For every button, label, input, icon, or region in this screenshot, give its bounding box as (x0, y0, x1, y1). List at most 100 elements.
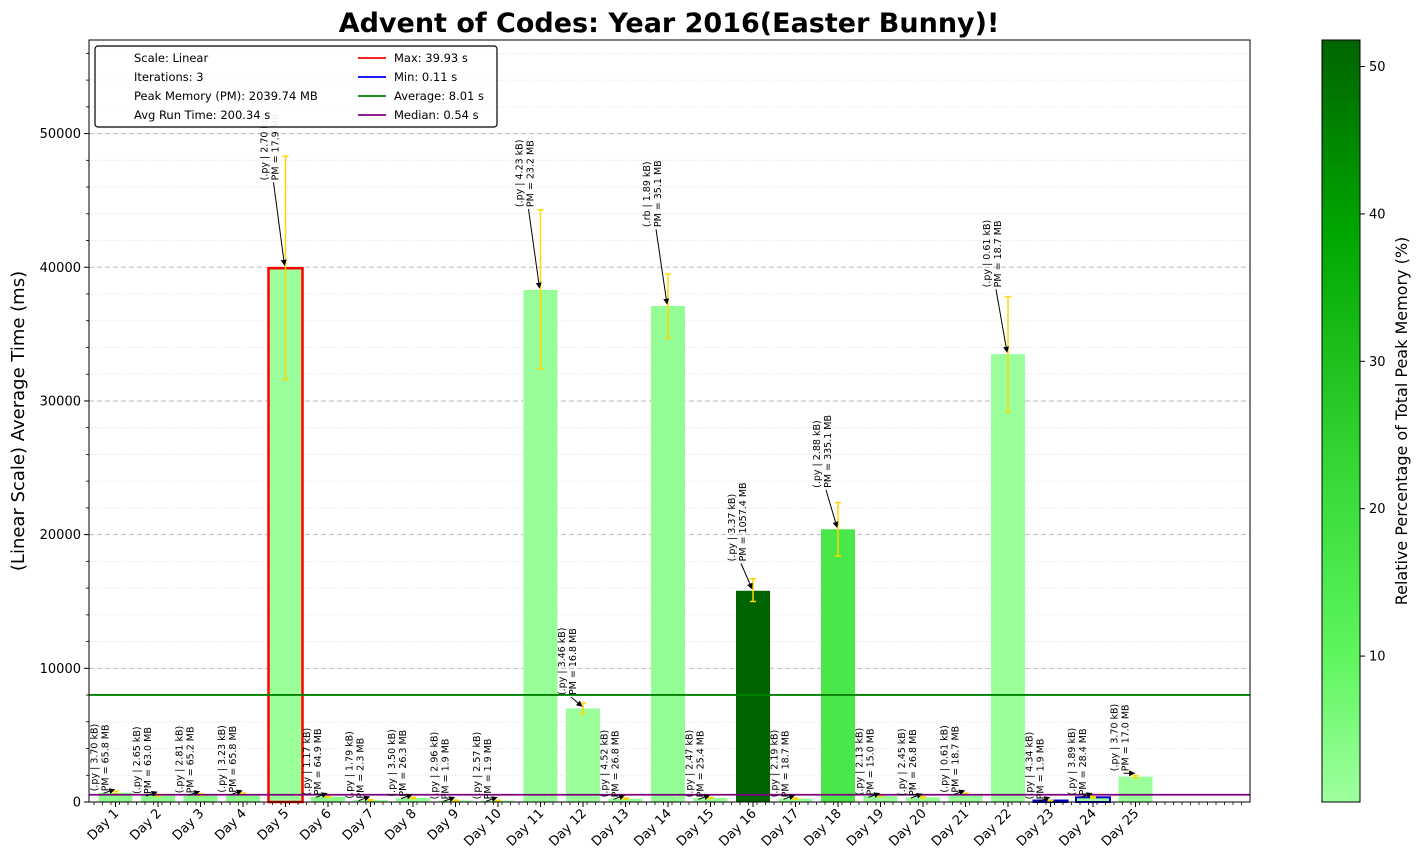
bar-day-25 (1118, 776, 1153, 802)
annotation-text: (.py | 3.70 kB)PM = 65.8 MB (90, 724, 112, 792)
x-tick-label: Day 21 (929, 806, 972, 849)
legend-frame (94, 45, 498, 128)
error-bar (707, 796, 714, 800)
error-bar (622, 797, 629, 800)
error-bar (665, 273, 671, 339)
x-tick-label: Day 13 (589, 806, 632, 849)
legend-info-text: Avg Run Time: 200.34 s (134, 108, 270, 122)
bar-day-13 (608, 798, 643, 802)
bar-annotation: (.py | 2.70 kB)PM = 17.9 MB (260, 113, 287, 266)
bar-day-8 (396, 797, 430, 802)
chart-title: Advent of Codes: Year 2016(Easter Bunny)… (339, 8, 1000, 39)
bar-annotation: (.py | 2.65 kB)PM = 63.0 MB (132, 726, 158, 797)
x-tick-label: Day 14 (631, 806, 674, 849)
annotation-text: (.py | 2.65 kB)PM = 63.0 MB (132, 726, 154, 794)
bar-day-16 (736, 590, 770, 802)
x-tick-label: Day 7 (340, 806, 378, 844)
annotation-text: (.py | 2.45 kB)PM = 26.8 MB (897, 728, 919, 796)
annotation-text: (.py | 2.19 kB)PM = 18.7 MB (770, 730, 792, 798)
bar-day-18 (821, 529, 855, 802)
error-bar (920, 795, 926, 799)
bar-annotation: (.py | 3.50 kB)PM = 26.3 MB (387, 729, 413, 800)
x-tick-label: Day 9 (425, 806, 463, 844)
y-tick-label: 10000 (40, 662, 81, 677)
bar-annotation: (.py | 2.81 kB)PM = 65.2 MB (175, 726, 201, 796)
error-bar (750, 577, 756, 603)
legend-info-text: Scale: Linear (134, 51, 208, 65)
bar-day-11 (523, 289, 558, 802)
bar-annotation: (.py | 3.70 kB)PM = 17.0 MB (1110, 704, 1136, 777)
x-tick-label: Day 22 (971, 806, 1014, 849)
x-tick-label: Day 20 (886, 806, 929, 849)
legend-line-label: Min: 0.11 s (394, 70, 457, 84)
bar-day-21 (948, 793, 983, 802)
bar-annotation: (.py | 2.57 kB)PM = 1.9 MB (472, 732, 498, 802)
colorbar-tick-label: 20 (1369, 502, 1386, 517)
y-tick-label: 20000 (40, 528, 81, 543)
x-tick-label: Day 5 (255, 806, 293, 844)
y-axis-label: (Linear Scale) Average Time (ms) (8, 271, 29, 571)
bar-day-6 (311, 796, 345, 802)
colorbar-tick-label: 30 (1369, 355, 1386, 370)
colorbar-label: Relative Percentage of Total Peak Memory… (1392, 237, 1411, 606)
bar-day-12 (566, 708, 600, 802)
bar-annotation: (.py | 0.61 kB)PM = 18.7 MB (940, 725, 966, 796)
annotation-text: (.py | 3.37 kB)PM = 1057.4 MB (727, 482, 749, 561)
x-tick-label: Day 3 (170, 806, 208, 844)
bar-annotation: (.py | 0.61 kB)PM = 18.7 MB (982, 220, 1010, 353)
y-tick-label: 30000 (40, 394, 81, 409)
annotation-text: (.py | 1.79 kB)PM = 2.3 MB (345, 731, 367, 799)
reference-lines (89, 694, 1250, 796)
annotation-text: (.py | 2.57 kB)PM = 1.9 MB (472, 732, 494, 800)
bar-annotation: (.py | 3.37 kB)PM = 1057.4 MB (727, 482, 753, 590)
plot-frame (88, 39, 1251, 803)
colorbar-gradient (1321, 39, 1361, 803)
bar-annotation: (.py | 1.17 kB)PM = 64.9 MB (302, 728, 328, 798)
error-bar (792, 797, 799, 800)
annotation-text: (.py | 3.89 kB)PM = 28.4 MB (1067, 728, 1089, 796)
bar-annotation: (.py | 2.19 kB)PM = 18.7 MB (770, 730, 796, 800)
bar-day-2 (141, 795, 175, 802)
annotation-text: (.py | 3.70 kB)PM = 17.0 MB (1110, 704, 1132, 772)
legend-line-label: Median: 0.54 s (394, 108, 479, 122)
bar-day-3 (183, 794, 218, 802)
bar-day-15 (693, 797, 728, 802)
bar-annotation: (.py | 2.47 kB)PM = 25.4 MB (685, 730, 711, 800)
x-tick-label: Day 23 (1014, 806, 1057, 849)
x-tick-label: Day 16 (716, 806, 759, 849)
annotation-text: (.rb | 1.89 kB)PM = 35.1 MB (642, 160, 664, 227)
x-tick-label: Day 4 (212, 806, 250, 844)
y-tick-label: 0 (73, 796, 81, 811)
annotation-text: (.py | 0.61 kB)PM = 18.7 MB (940, 725, 962, 793)
bar-annotation: (.py | 4.52 kB)PM = 26.8 MB (600, 730, 626, 800)
annotation-text: (.py | 0.61 kB)PM = 18.7 MB (982, 220, 1004, 288)
error-bar (452, 799, 459, 802)
annotation-text: (.py | 4.52 kB)PM = 26.8 MB (600, 730, 622, 798)
bar-annotation: (.py | 2.88 kB)PM = 335.1 MB (812, 415, 839, 528)
colorbar-tick-label: 10 (1369, 650, 1386, 665)
bar-annotation: (.py | 4.23 kB)PM = 23.2 MB (515, 140, 542, 289)
bar-day-4 (226, 793, 260, 802)
bar-day-14 (651, 306, 685, 802)
annotation-text: (.py | 4.23 kB)PM = 23.2 MB (515, 140, 537, 208)
bar-annotation: (.rb | 1.89 kB)PM = 35.1 MB (642, 160, 670, 305)
colorbar-tick-label: 40 (1369, 207, 1386, 222)
error-bar (367, 798, 374, 802)
annotation-text: (.py | 2.81 kB)PM = 65.2 MB (175, 726, 197, 794)
colorbar: 10 20 30 40 50 Relative Percentage of Total P… (1321, 39, 1411, 803)
error-bar (325, 795, 331, 799)
legend-line-label: Average: 8.01 s (394, 89, 484, 103)
legend-info-text: Peak Memory (PM): 2039.74 MB (134, 89, 318, 103)
y-tick-label: 40000 (40, 261, 81, 276)
x-tick-label: Day 1 (85, 806, 123, 844)
x-tick-label: Day 24 (1056, 806, 1099, 849)
error-bar (282, 155, 289, 381)
bar-annotation: (.py | 4.34 kB)PM = 1.9 MB (1025, 732, 1051, 802)
x-tick-label: Day 25 (1099, 806, 1142, 849)
bar-annotations: (.py | 3.70 kB)PM = 65.8 MB (.py | 2.65 k… (90, 113, 1136, 802)
legend-info-text: Iterations: 3 (134, 70, 204, 84)
bar-series (98, 266, 1153, 804)
annotation-text: (.py | 2.13 kB)PM = 15.0 MB (855, 728, 877, 796)
bar-annotation: (.py | 1.79 kB)PM = 2.3 MB (345, 731, 371, 802)
annotation-text: (.py | 2.96 kB)PM = 1.9 MB (430, 732, 452, 800)
